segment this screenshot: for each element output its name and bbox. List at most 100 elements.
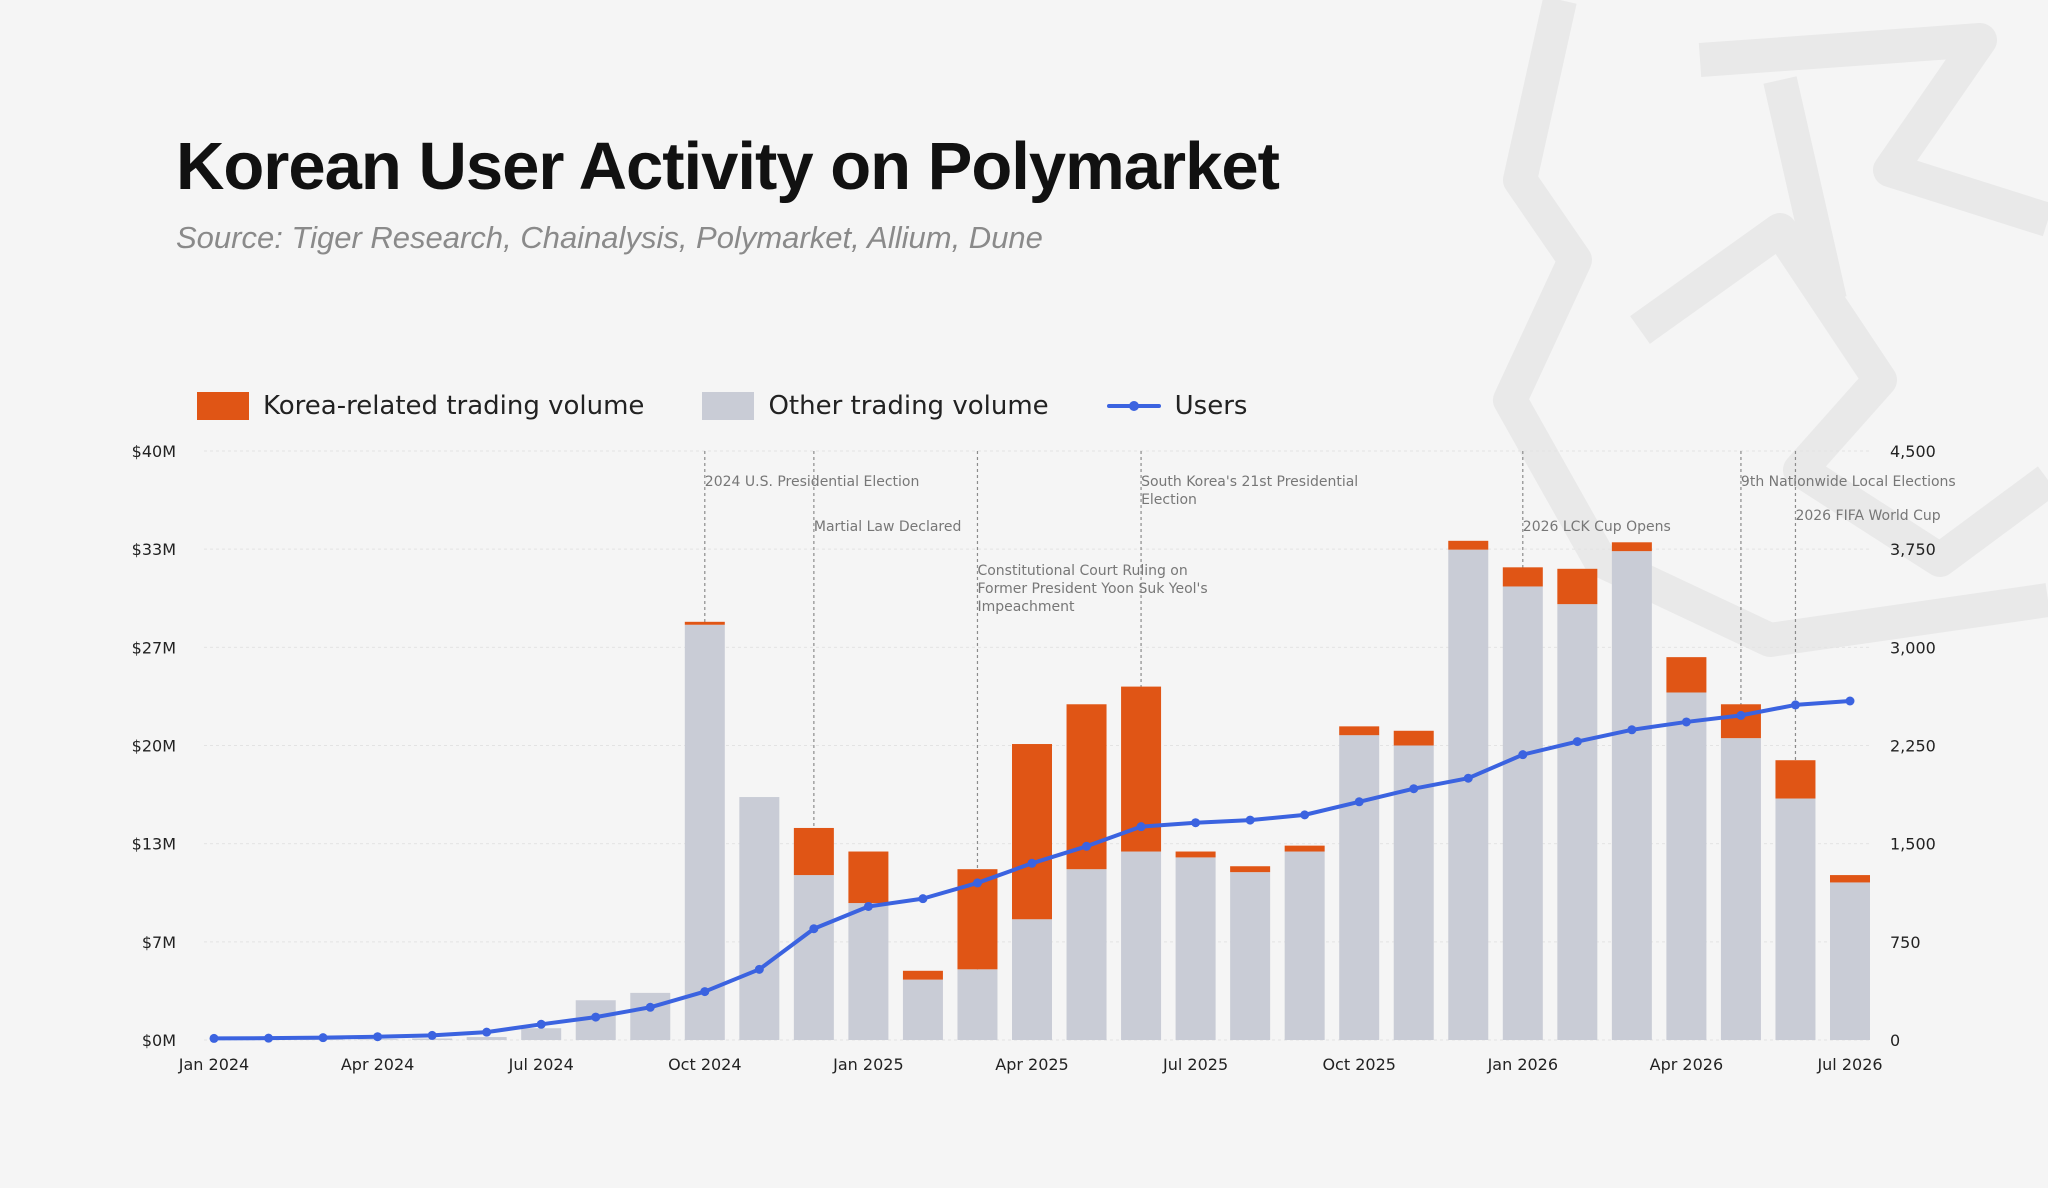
users-point (1463, 773, 1473, 783)
bar-other (630, 992, 671, 1040)
bar-korea (1175, 851, 1216, 858)
users-point (536, 1019, 546, 1029)
bar-korea (1230, 866, 1271, 873)
y2-tick-label: 2,250 (1890, 737, 1936, 756)
bar-other (466, 1037, 507, 1040)
chart-legend: Korea-related trading volume Other tradi… (197, 386, 1305, 426)
x-tick-label: Jan 2025 (832, 1055, 903, 1074)
bar-korea (1830, 875, 1870, 883)
bar-other (1775, 798, 1816, 1040)
y2-tick-label: 3,750 (1890, 540, 1936, 559)
y-tick-label: $40M (132, 442, 176, 461)
users-point (700, 987, 710, 997)
x-tick-label: Oct 2024 (668, 1055, 741, 1074)
users-point (754, 964, 764, 974)
bar-other (1611, 551, 1652, 1040)
legend-item-users: Users (1106, 391, 1248, 421)
users-point (972, 878, 982, 888)
annotation-label: Election (1141, 492, 1197, 508)
y2-tick-label: 4,500 (1890, 442, 1936, 461)
users-point (264, 1033, 274, 1043)
users-point (1136, 822, 1146, 832)
legend-label-users: Users (1174, 391, 1248, 421)
y-tick-label: $7M (142, 933, 176, 952)
annotation-label: Impeachment (977, 599, 1075, 615)
bar-other (793, 875, 834, 1040)
users-point (1572, 737, 1582, 747)
annotation-label: 2024 U.S. Presidential Election (705, 474, 920, 490)
y2-tick-label: 3,000 (1890, 638, 1936, 657)
legend-item-korea: Korea-related trading volume (197, 391, 644, 421)
y2-tick-label: 1,500 (1890, 835, 1936, 854)
bar-korea (1666, 657, 1707, 693)
bar-other (1230, 872, 1271, 1040)
annotation-label: Former President Yoon Suk Yeol's (977, 581, 1207, 597)
y-tick-label: $33M (132, 540, 176, 559)
bar-other (1830, 882, 1870, 1040)
users-point (1191, 818, 1201, 828)
y2-tick-label: 750 (1890, 933, 1921, 952)
bar-other (1502, 586, 1543, 1040)
bar-other (1175, 857, 1216, 1040)
bar-other (521, 1028, 562, 1040)
annotation-label: 9th Nationwide Local Elections (1741, 474, 1956, 490)
legend-line-users (1106, 392, 1161, 420)
annotation-label: South Korea's 21st Presidential (1141, 474, 1358, 490)
y2-tick-label: 0 (1890, 1031, 1900, 1050)
bar-korea (1557, 568, 1598, 605)
annotation-label: Martial Law Declared (814, 519, 962, 535)
bar-korea (793, 827, 834, 876)
users-point (427, 1030, 437, 1040)
bar-korea (1720, 704, 1761, 739)
users-point (591, 1012, 601, 1022)
bar-korea (848, 851, 889, 904)
users-point (1736, 710, 1746, 720)
users-point (1845, 696, 1855, 706)
x-tick-label: Jul 2026 (1816, 1055, 1882, 1074)
bar-other (1121, 851, 1162, 1040)
users-point (1245, 815, 1255, 825)
users-point (318, 1033, 328, 1043)
bar-other (684, 624, 725, 1040)
bar-other (1284, 851, 1325, 1040)
bar-other (1557, 604, 1598, 1040)
users-point (863, 901, 873, 911)
users-point (1027, 858, 1037, 868)
users-point (482, 1027, 492, 1037)
bar-other (1720, 738, 1761, 1040)
users-point (1409, 784, 1419, 794)
legend-label-other: Other trading volume (768, 391, 1049, 421)
users-point (1518, 750, 1528, 760)
y-tick-label: $27M (132, 638, 176, 657)
chart-title: Korean User Activity on Polymarket (176, 129, 1280, 204)
bar-other (1066, 869, 1107, 1040)
legend-swatch-korea (197, 392, 249, 420)
x-tick-label: Oct 2025 (1322, 1055, 1395, 1074)
legend-item-other: Other trading volume (702, 391, 1049, 421)
users-point (645, 1002, 655, 1012)
y-tick-label: $20M (132, 737, 176, 756)
users-point (1681, 717, 1691, 727)
users-point (209, 1033, 219, 1043)
bar-korea (1012, 744, 1052, 920)
bar-korea (1284, 845, 1325, 852)
bar-korea (1611, 542, 1652, 552)
users-point (1354, 797, 1364, 807)
annotation-label: Constitutional Court Ruling on (977, 563, 1187, 579)
annotation-label: 2026 LCK Cup Opens (1523, 519, 1671, 535)
users-point (1300, 810, 1310, 820)
bar-korea (1339, 726, 1380, 736)
legend-label-korea: Korea-related trading volume (263, 391, 645, 421)
bar-korea (1502, 567, 1543, 587)
bar-other (1012, 919, 1052, 1040)
bar-other (1666, 692, 1707, 1040)
y-tick-label: $0M (142, 1031, 176, 1050)
bar-other (739, 797, 780, 1040)
x-tick-label: Jul 2025 (1162, 1055, 1228, 1074)
annotation-label: 2026 FIFA World Cup (1795, 508, 1940, 524)
users-point (918, 894, 928, 904)
users-point (809, 924, 819, 934)
